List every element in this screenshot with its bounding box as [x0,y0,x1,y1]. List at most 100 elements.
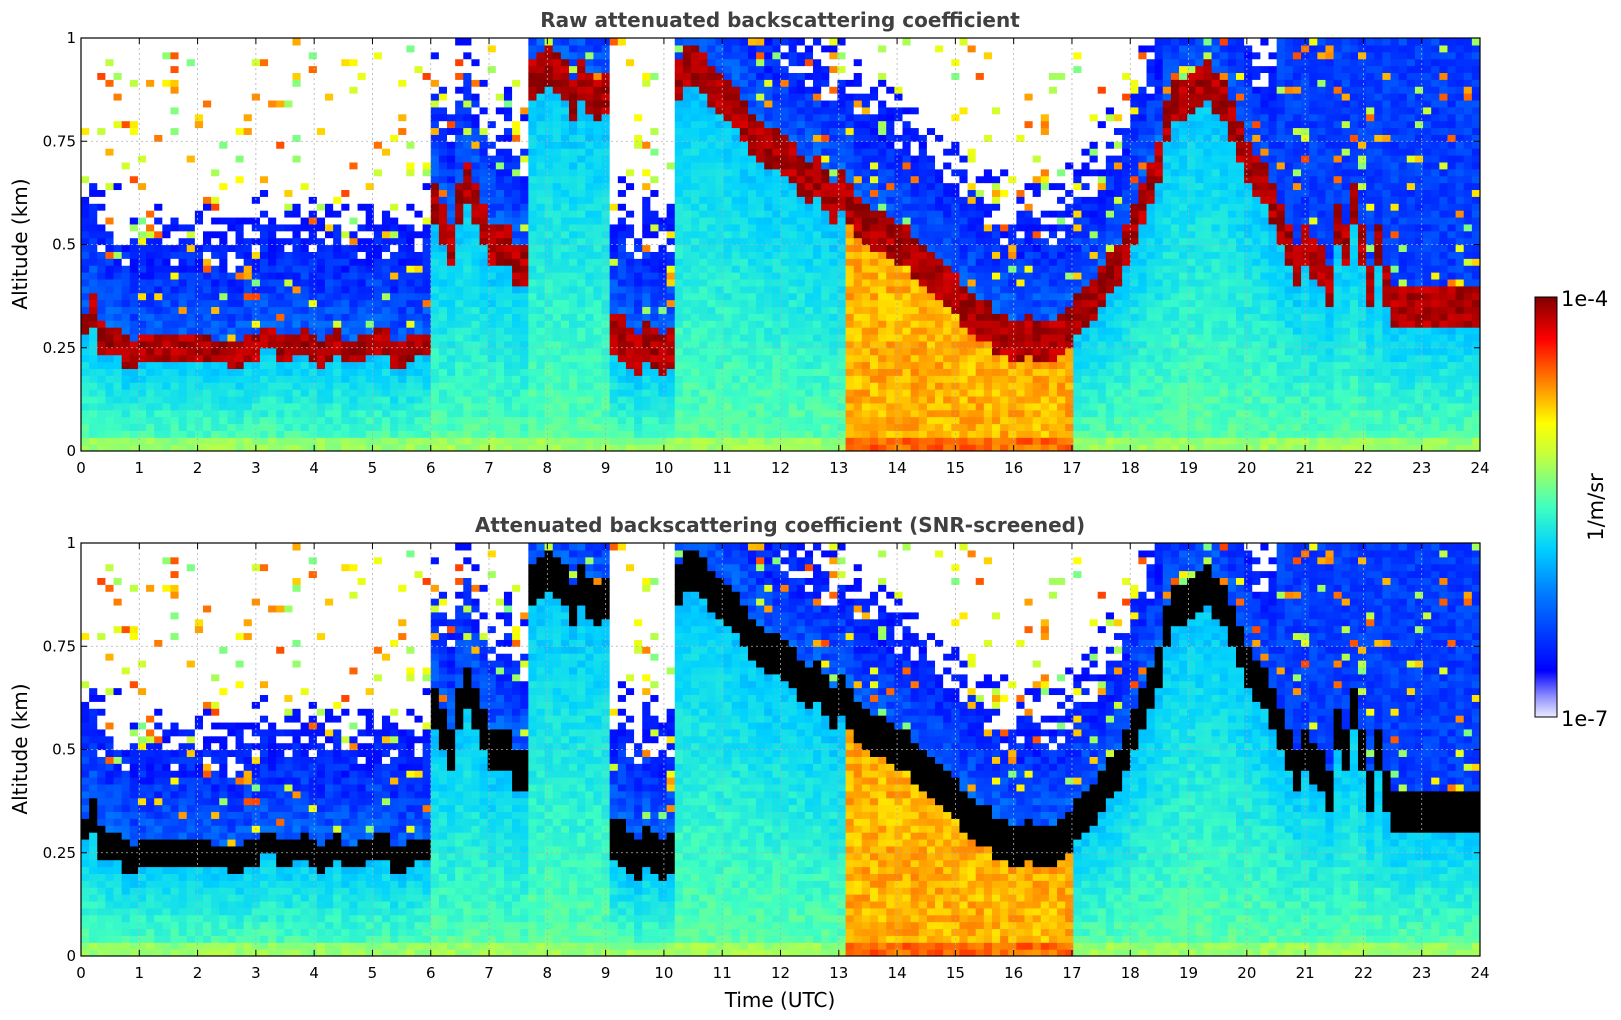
heatmap-cell [308,189,318,197]
heatmap-cell [170,333,180,342]
heatmap-cell [707,86,717,94]
heatmap-cell [487,113,497,122]
heatmap-cell [316,182,326,191]
heatmap-cell [666,375,676,383]
heatmap-cell [650,354,660,363]
heatmap-cell [552,361,562,369]
heatmap-cell [682,361,692,369]
heatmap-cell [381,313,391,321]
heatmap-cell [325,58,334,67]
heatmap-cell [585,333,595,342]
heatmap-cell [373,65,383,74]
heatmap-cell [634,444,643,451]
heatmap-cell [658,175,668,184]
heatmap-cell [381,354,391,363]
heatmap-cell [211,38,220,46]
heatmap-cell [707,196,717,204]
heatmap-cell [512,168,521,177]
heatmap-cell [113,127,123,135]
heatmap-cell [739,285,749,294]
heatmap-cell [194,292,204,301]
heatmap-cell [438,203,448,211]
heatmap-cell [300,175,310,184]
heatmap-cell [552,244,562,252]
heatmap-cell [129,327,139,335]
heatmap-cell [617,409,627,418]
heatmap-cell [691,44,700,53]
heatmap-cell [259,99,269,108]
heatmap-cell [463,106,473,115]
heatmap-cell [137,272,147,280]
heatmap-cell [715,189,725,197]
heatmap-cell [137,368,147,376]
heatmap-cell [146,327,155,335]
heatmap-cell [682,134,692,142]
heatmap-cell [97,361,106,369]
heatmap-cell [528,430,538,438]
heatmap-cell [97,320,106,328]
heatmap-cell [495,320,505,328]
heatmap-cell [414,375,424,383]
heatmap-cell [381,347,391,356]
heatmap-cell [528,86,538,94]
heatmap-cell [333,99,342,108]
heatmap-cell [609,196,619,204]
heatmap-cell [308,340,318,349]
heatmap-cell [520,402,529,411]
heatmap-cell [398,265,407,273]
heatmap-cell [634,430,643,438]
heatmap-cell [487,38,497,46]
heatmap-cell [390,79,399,87]
heatmap-cell [146,368,155,376]
heatmap-cell [105,272,115,280]
heatmap-cell [625,79,635,87]
heatmap-cell [691,168,700,177]
heatmap-cell [666,65,676,74]
heatmap-cell [154,382,163,390]
heatmap-cell [520,389,529,397]
heatmap-cell [585,313,595,321]
heatmap-cell [406,175,416,184]
heatmap-cell [438,313,448,321]
heatmap-cell [479,51,489,60]
heatmap-cell [146,347,155,356]
heatmap-cell [227,106,237,115]
heatmap-cell [544,313,554,321]
heatmap-cell [390,368,399,376]
heatmap-cell [406,251,416,259]
heatmap-cell [577,230,586,239]
heatmap-cell [121,313,131,321]
heatmap-cell [194,175,204,184]
heatmap-cell [479,389,489,397]
heatmap-cell [121,223,131,232]
heatmap-cell [105,182,115,191]
heatmap-cell [178,444,188,451]
heatmap-cell [186,175,196,184]
heatmap-cell [438,38,448,46]
heatmap-cell [658,416,668,425]
heatmap-cell [723,389,733,397]
heatmap-cell [365,189,375,197]
heatmap-cell [292,292,302,301]
heatmap-cell [105,127,115,135]
heatmap-cell [276,161,285,170]
heatmap-cell [438,161,448,170]
heatmap-cell [137,161,147,170]
heatmap-cell [89,444,98,451]
heatmap-cell [259,320,269,328]
heatmap-cell [658,72,668,80]
heatmap-cell [105,437,115,445]
heatmap-cell [113,389,123,397]
heatmap-cell [235,134,245,142]
heatmap-cell [731,354,741,363]
heatmap-cell [129,251,139,259]
heatmap-cell [634,216,643,225]
heatmap-cell [300,327,310,335]
heatmap-cell [503,333,513,342]
heatmap-cell [609,99,619,108]
heatmap-cell [723,278,733,287]
heatmap-cell [699,416,708,425]
heatmap-cell [495,44,505,53]
heatmap-cell [447,216,456,225]
heatmap-cell [447,113,456,122]
